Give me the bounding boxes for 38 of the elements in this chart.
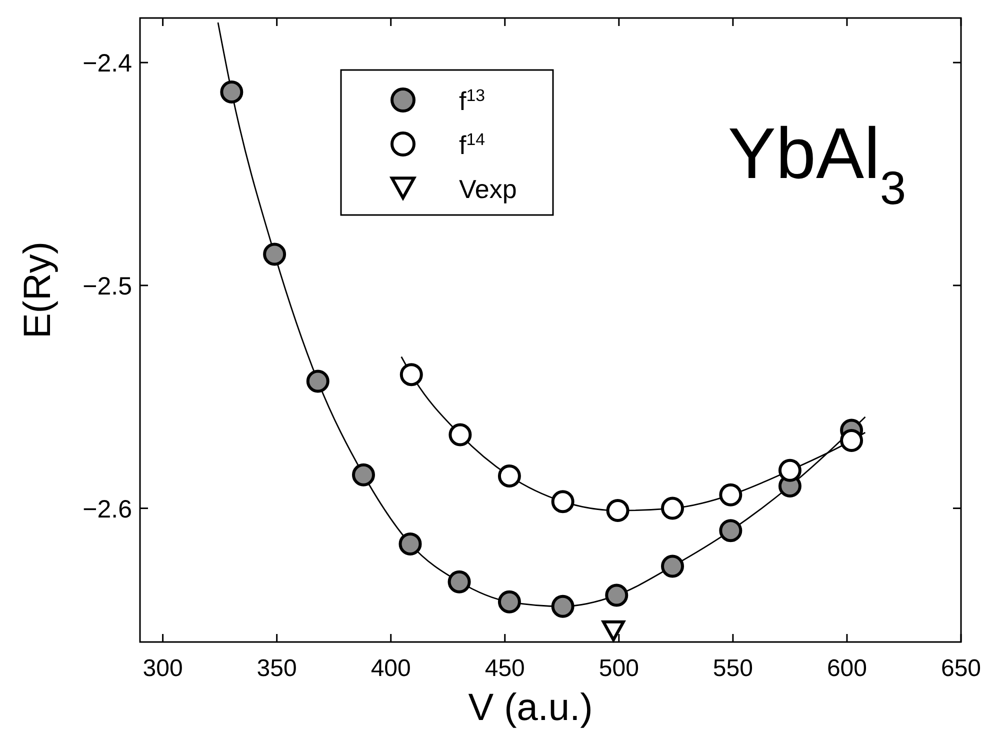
x-axis-title: V (a.u.): [468, 687, 593, 729]
point: [661, 554, 684, 578]
point: [498, 590, 521, 614]
point: [840, 429, 864, 452]
x-tick-label: 300: [142, 655, 183, 682]
point: [661, 496, 684, 520]
point: [602, 620, 625, 642]
point: [352, 463, 375, 486]
point: [719, 483, 742, 506]
point: [778, 458, 802, 482]
point: [551, 594, 574, 618]
x-tick-label: 350: [256, 655, 297, 682]
point: [719, 519, 742, 542]
x-tick-label: 600: [826, 655, 867, 682]
point: [498, 464, 521, 488]
legend-label: f$^{14}$: [459, 130, 486, 160]
y-tick-label: −2.4: [82, 50, 132, 78]
point: [605, 584, 628, 607]
point: [448, 423, 472, 446]
point: [398, 532, 422, 556]
point: [606, 499, 630, 522]
legend-label: f$^{13}$: [459, 86, 486, 116]
point: [220, 80, 244, 104]
y-axis-title: E(Ry): [17, 241, 59, 339]
x-tick-label: 400: [370, 655, 411, 682]
point: [551, 490, 574, 514]
point: [306, 370, 330, 393]
point: [400, 363, 423, 386]
x-tick-label: 450: [484, 655, 525, 682]
legend-label: Vexp: [459, 174, 517, 204]
y-tick-label: −2.5: [82, 272, 132, 300]
point: [263, 242, 286, 266]
x-tick-label: 500: [598, 655, 639, 682]
point: [448, 570, 471, 594]
x-tick-label: 650: [940, 655, 982, 682]
x-tick-label: 550: [712, 655, 753, 682]
text: YbAl$_{3}$: [728, 114, 906, 214]
y-tick-label: −2.6: [82, 495, 132, 524]
